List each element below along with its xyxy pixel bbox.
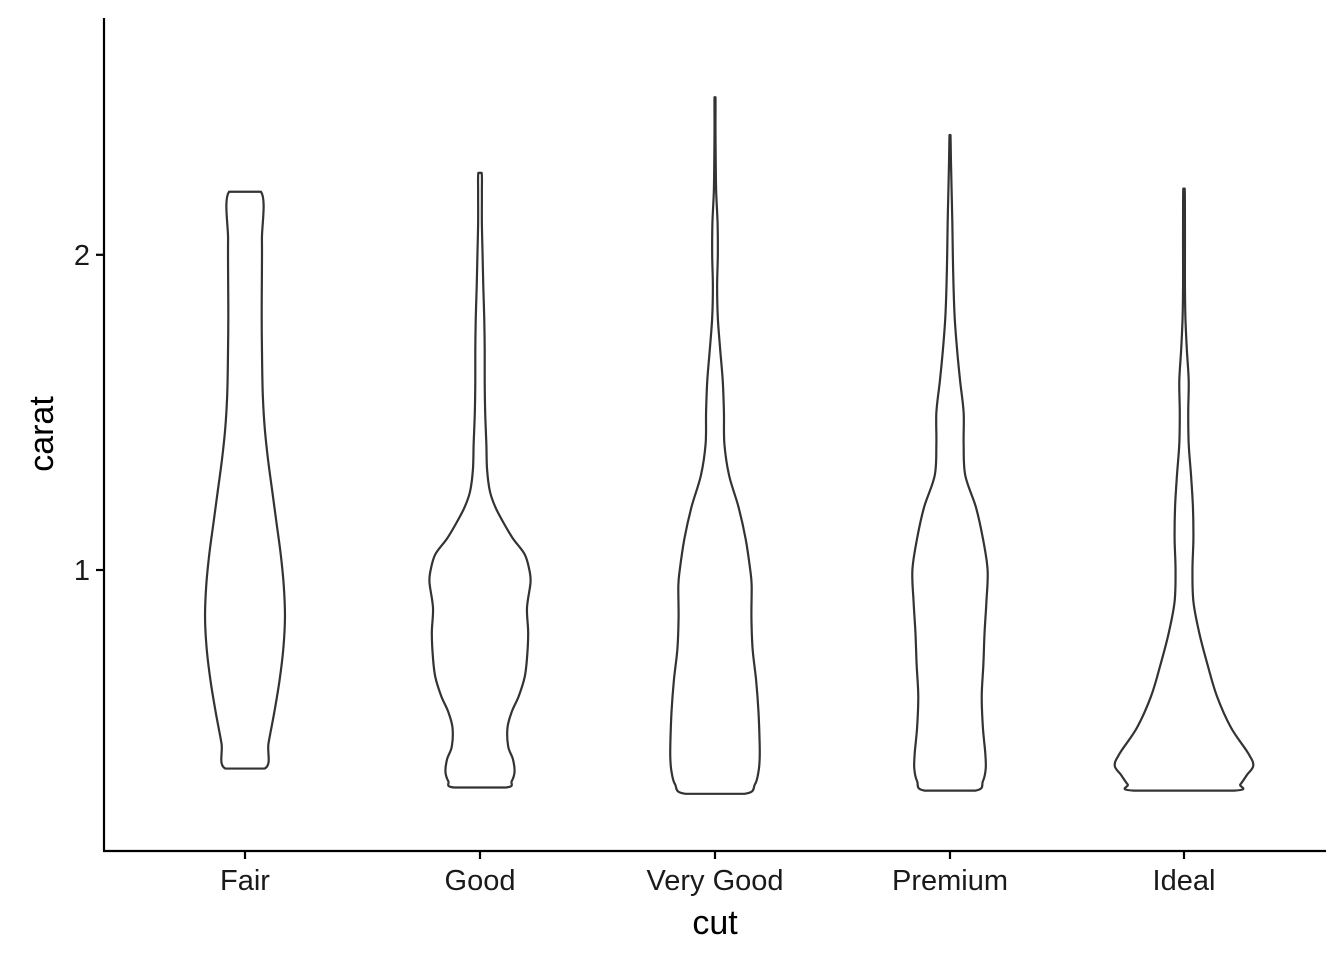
y-axis-title: carat [23, 396, 61, 472]
x-tick-label: Good [445, 865, 516, 897]
violin-very-good [669, 96, 761, 795]
violin-ideal [1113, 187, 1255, 792]
x-axis-ticks: Fair Good Very Good Premium Ideal [220, 851, 1215, 897]
x-axis-title: cut [692, 904, 738, 942]
x-tick-label: Fair [220, 865, 270, 897]
violin-fair [203, 190, 287, 770]
violin-premium [911, 133, 989, 792]
x-tick-label: Very Good [646, 865, 783, 897]
y-axis-ticks: 12 [74, 240, 104, 587]
y-tick-label: 1 [74, 555, 90, 587]
y-tick-label: 2 [74, 240, 90, 272]
violin-good [428, 171, 532, 789]
violins-layer [203, 96, 1255, 795]
x-tick-label: Ideal [1153, 865, 1216, 897]
x-tick-label: Premium [892, 865, 1008, 897]
